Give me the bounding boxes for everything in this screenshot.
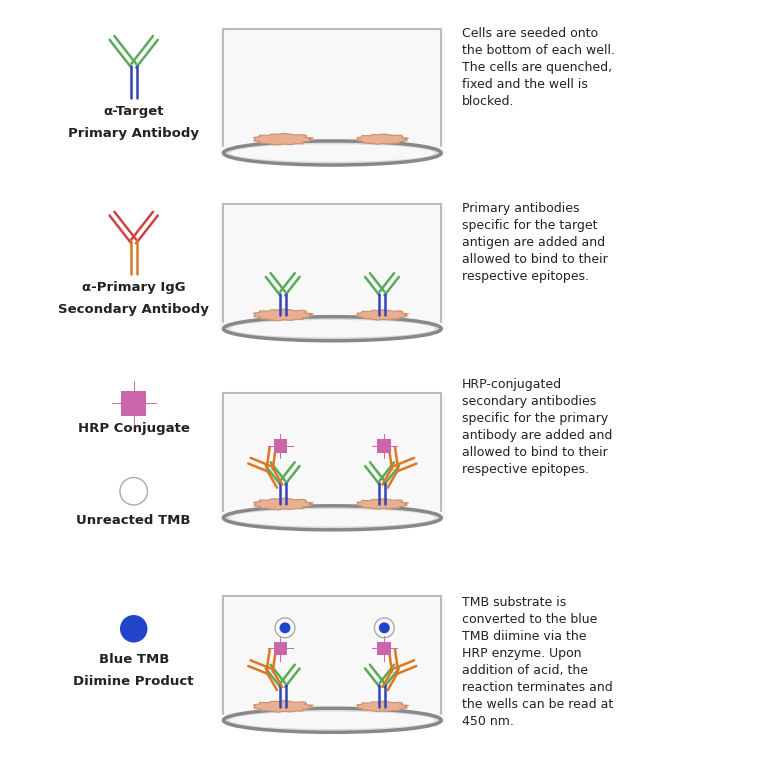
Polygon shape [357,134,409,144]
Circle shape [120,615,147,643]
Text: Secondary Antibody: Secondary Antibody [58,303,209,316]
Polygon shape [357,499,409,509]
Ellipse shape [230,144,435,162]
FancyBboxPatch shape [377,642,391,656]
FancyBboxPatch shape [377,439,391,453]
FancyBboxPatch shape [121,391,146,416]
Text: HRP-conjugated
secondary antibodies
specific for the primary
antibody are added : HRP-conjugated secondary antibodies spec… [462,378,613,476]
Text: Diimine Product: Diimine Product [73,675,194,688]
Text: TMB substrate is
converted to the blue
TMB diimine via the
HRP enzyme. Upon
addi: TMB substrate is converted to the blue T… [462,596,613,728]
Polygon shape [357,701,409,711]
Text: Unreacted TMB: Unreacted TMB [76,514,191,527]
Polygon shape [254,309,313,321]
Polygon shape [357,309,409,320]
Polygon shape [254,701,313,712]
Text: Blue TMB: Blue TMB [99,653,169,666]
FancyBboxPatch shape [274,642,287,656]
Ellipse shape [223,708,442,732]
Text: α-Target: α-Target [103,105,164,118]
FancyBboxPatch shape [220,597,445,723]
Ellipse shape [223,316,442,341]
FancyBboxPatch shape [220,395,445,520]
Text: HRP Conjugate: HRP Conjugate [78,422,189,435]
Polygon shape [254,134,313,145]
Text: Primary antibodies
specific for the target
antigen are added and
allowed to bind: Primary antibodies specific for the targ… [462,202,608,283]
FancyBboxPatch shape [220,206,445,332]
FancyBboxPatch shape [274,439,287,453]
Text: α-Primary IgG: α-Primary IgG [82,281,186,294]
Circle shape [379,623,390,633]
Polygon shape [254,498,313,510]
Circle shape [280,623,290,633]
Ellipse shape [230,711,435,729]
FancyBboxPatch shape [220,30,445,156]
Ellipse shape [230,509,435,526]
Ellipse shape [223,141,442,165]
Ellipse shape [230,320,435,338]
Text: Cells are seeded onto
the bottom of each well.
The cells are quenched,
fixed and: Cells are seeded onto the bottom of each… [462,27,615,108]
Text: Primary Antibody: Primary Antibody [68,127,199,140]
Ellipse shape [223,506,442,529]
